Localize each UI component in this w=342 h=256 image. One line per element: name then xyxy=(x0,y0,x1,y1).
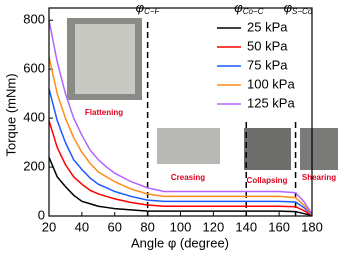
legend-label: 100 kPa xyxy=(247,76,295,91)
legend-label: 50 kPa xyxy=(247,38,288,53)
plot-frame xyxy=(48,7,313,217)
y-tick-label: 800 xyxy=(23,12,45,27)
photos xyxy=(67,18,338,170)
x-tick-label: 160 xyxy=(268,219,290,234)
photo-caption: Flattening xyxy=(85,108,123,117)
photo-caption: Creasing xyxy=(171,173,205,182)
series-line xyxy=(48,120,313,216)
y-axis-label: Torque (mNm) xyxy=(3,73,18,156)
photo-caption: Collapsing xyxy=(247,176,288,185)
x-tick-label: 20 xyxy=(42,219,56,234)
photo xyxy=(157,128,220,164)
phase-subscript: Co−C xyxy=(243,7,264,16)
legend-label: 25 kPa xyxy=(247,19,288,34)
x-tick-label: 180 xyxy=(301,219,323,234)
photo xyxy=(300,128,338,170)
x-axis-label: Angle φ (degree) xyxy=(131,235,229,250)
x-tick-label: 80 xyxy=(140,219,154,234)
x-tick-label: 120 xyxy=(203,219,225,234)
phase-subscript: C−F xyxy=(144,7,160,16)
y-tick-label: 400 xyxy=(23,110,45,125)
x-tick-label: 60 xyxy=(108,219,122,234)
x-tick-label: 140 xyxy=(235,219,257,234)
series-line xyxy=(48,20,313,215)
legend-label: 125 kPa xyxy=(247,95,295,110)
phase-subscript: S−Co xyxy=(292,7,313,16)
photo-detail xyxy=(75,24,135,94)
series-line xyxy=(48,156,313,217)
legend-box xyxy=(213,18,311,118)
photo-caption: Shearing xyxy=(302,173,336,182)
y-tick-label: 600 xyxy=(23,61,45,76)
photo xyxy=(244,128,291,170)
y-tick-label: 200 xyxy=(23,158,45,173)
y-tick-label: 0 xyxy=(38,207,45,222)
x-tick-label: 40 xyxy=(75,219,89,234)
x-tick-label: 100 xyxy=(170,219,192,234)
legend-label: 75 kPa xyxy=(247,57,288,72)
series-line xyxy=(48,88,313,216)
series-line xyxy=(48,56,313,216)
